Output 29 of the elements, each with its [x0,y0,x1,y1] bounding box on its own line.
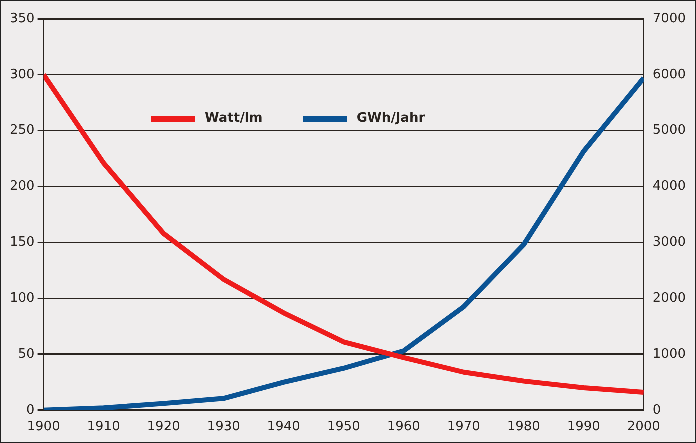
x-tick-label: 1960 [387,420,420,435]
x-tick-label: 1950 [327,420,360,435]
y-tick-label: 350 [10,11,35,26]
x-tick-label: 1900 [27,420,60,435]
y-tick-label: 100 [10,290,35,306]
y-tick-label: 200 [10,179,35,194]
y-tick-label: 50 [18,346,35,362]
legend-label: Watt/lm [205,111,263,126]
y-tick-label: 150 [10,235,35,250]
x-tick-label: 1920 [147,420,180,435]
y2-tick-label: 7000 [652,11,686,26]
y-tick-label: 0 [26,402,35,418]
y2-tick-label: 5000 [652,123,686,138]
x-tick-label: 1980 [507,420,540,435]
y2-tick-label: 0 [652,402,662,418]
y2-tick-label: 1000 [652,346,686,362]
x-tick-label: 1930 [207,420,240,435]
y2-tick-label: 4000 [652,179,686,194]
legend-label: GWh/Jahr [356,111,426,126]
y2-tick-label: 6000 [652,67,686,82]
y2-tick-label: 2000 [652,290,686,306]
x-tick-label: 1940 [267,420,300,435]
x-tick-label: 1910 [87,420,120,435]
x-tick-label: 2000 [627,420,660,435]
y2-tick-label: 3000 [652,235,686,250]
x-tick-label: 1970 [447,420,480,435]
x-tick-label: 1990 [567,420,600,435]
y-tick-label: 250 [10,123,35,138]
y-tick-label: 300 [10,67,35,82]
